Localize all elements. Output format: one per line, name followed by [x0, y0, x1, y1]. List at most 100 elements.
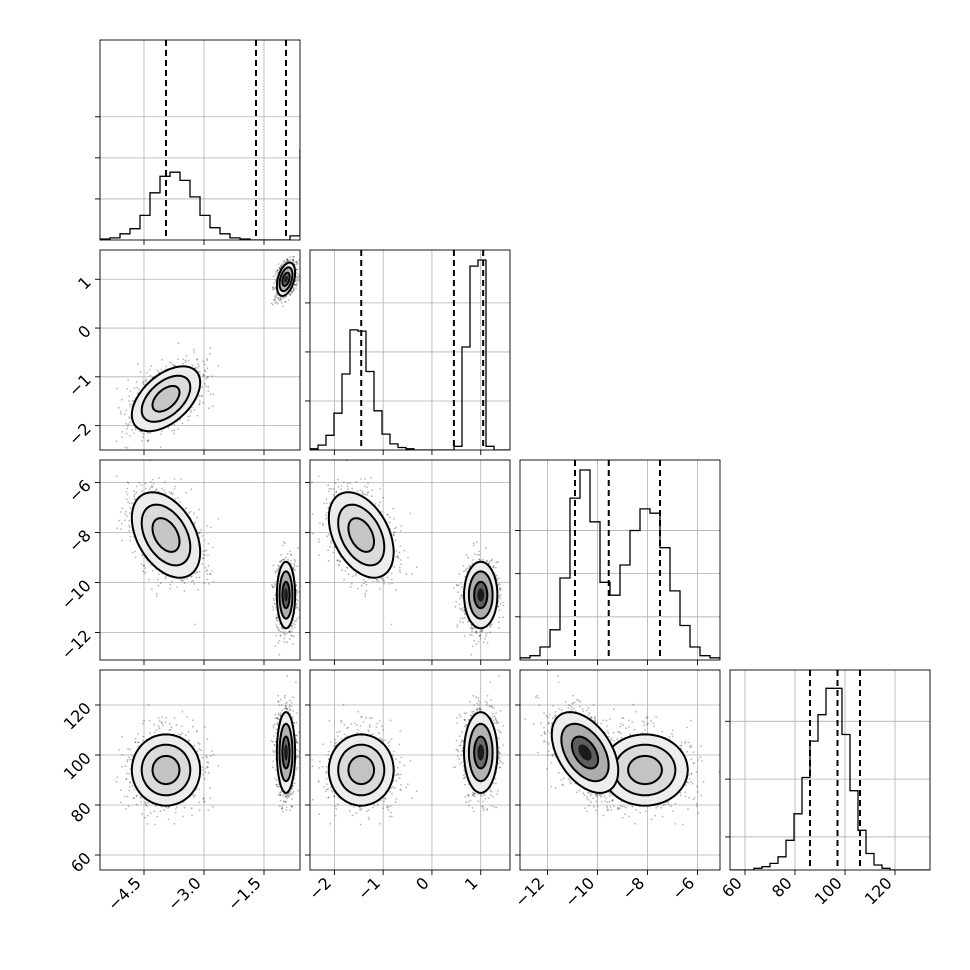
sample-point	[292, 622, 295, 625]
sample-point	[182, 579, 184, 582]
sample-point	[207, 375, 209, 378]
sample-point	[292, 260, 294, 263]
sample-point	[196, 367, 199, 369]
sample-point	[206, 573, 209, 575]
sample-point	[362, 493, 365, 496]
sample-point	[120, 412, 122, 415]
sample-point	[128, 524, 130, 527]
sample-point	[126, 493, 129, 496]
sample-point	[136, 392, 139, 395]
sample-point	[151, 484, 154, 487]
sample-point	[311, 513, 314, 515]
sample-point	[275, 301, 278, 304]
sample-point	[395, 550, 398, 552]
sample-point	[291, 627, 294, 630]
sample-point	[123, 519, 126, 522]
sample-point	[272, 303, 274, 306]
sample-point	[125, 491, 128, 493]
sample-point	[301, 277, 303, 279]
sample-point	[347, 482, 349, 485]
sample-point	[205, 377, 208, 380]
sample-point	[361, 492, 364, 494]
sample-point	[145, 378, 148, 381]
sample-point	[366, 491, 369, 494]
sample-point	[290, 554, 293, 556]
sample-point	[270, 302, 273, 305]
sample-point	[209, 352, 211, 355]
sample-point	[191, 575, 193, 578]
sample-point	[135, 491, 138, 494]
sample-point	[295, 603, 298, 606]
sample-point	[277, 626, 279, 629]
sample-point	[118, 406, 120, 409]
sample-point	[202, 553, 205, 556]
sample-point	[126, 387, 129, 390]
sample-point	[370, 495, 373, 498]
sample-point	[195, 358, 198, 361]
sample-point	[388, 583, 390, 585]
sample-point	[388, 516, 391, 519]
sample-point	[283, 640, 286, 643]
sample-point	[285, 556, 287, 559]
scatter-area	[100, 454, 300, 660]
sample-point	[290, 625, 293, 627]
sample-point	[212, 393, 215, 396]
y-tick-label: −2	[65, 419, 95, 449]
sample-point	[143, 564, 145, 567]
sample-point	[147, 454, 149, 456]
y-tick-label: −8	[65, 526, 95, 556]
sample-point	[294, 283, 296, 286]
sample-point	[141, 440, 143, 442]
sample-point	[133, 387, 136, 390]
sample-point	[174, 485, 177, 488]
sample-point	[282, 305, 284, 308]
sample-point	[382, 496, 385, 499]
sample-point	[274, 572, 277, 574]
sample-point	[133, 490, 135, 492]
sample-point	[287, 631, 290, 634]
sample-point	[203, 554, 206, 557]
sample-point	[296, 277, 299, 279]
sample-point	[294, 623, 296, 626]
sample-point	[295, 605, 298, 608]
sample-point	[128, 502, 131, 505]
sample-point	[126, 481, 129, 484]
density-level-fill	[152, 518, 180, 552]
scatter-area	[100, 250, 303, 450]
contour-line	[151, 385, 181, 413]
sample-point	[196, 571, 199, 574]
sample-point	[277, 263, 280, 265]
sample-point	[403, 549, 406, 552]
sample-point	[274, 286, 276, 289]
sample-point	[274, 302, 277, 304]
sample-point	[118, 519, 120, 522]
sample-point	[198, 576, 201, 579]
sample-point	[288, 630, 291, 633]
sample-point	[280, 264, 282, 267]
sample-point	[297, 273, 299, 276]
sample-point	[296, 599, 299, 602]
sample-point	[203, 539, 206, 542]
sample-point	[211, 570, 214, 572]
sample-point	[297, 607, 299, 609]
sample-point	[327, 507, 330, 509]
sample-point	[125, 510, 128, 513]
sample-point	[276, 270, 279, 272]
sample-point	[202, 557, 205, 560]
sample-point	[211, 546, 214, 549]
sample-point	[274, 584, 277, 587]
sample-point	[160, 430, 163, 433]
sample-point	[193, 583, 196, 585]
sample-point	[141, 490, 143, 493]
sample-point	[278, 267, 281, 269]
sample-point	[287, 558, 289, 561]
sample-point	[202, 374, 205, 377]
sample-point	[342, 481, 345, 484]
sample-point	[191, 364, 194, 367]
sample-point	[161, 358, 164, 361]
sample-point	[359, 489, 362, 492]
contour-line	[140, 503, 192, 567]
sample-point	[150, 365, 153, 367]
sample-point	[194, 521, 196, 524]
sample-point	[286, 258, 288, 261]
